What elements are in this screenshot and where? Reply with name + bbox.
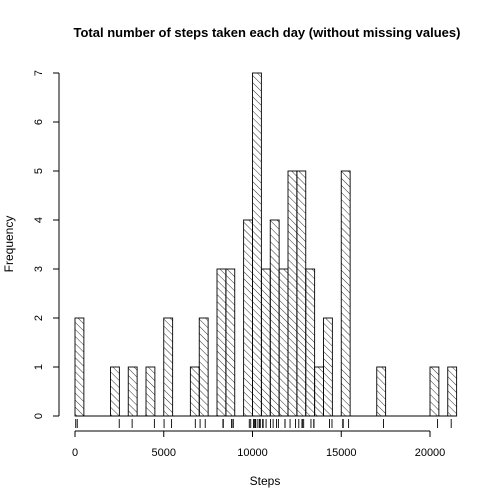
- histogram-bar: [110, 366, 120, 417]
- histogram-bar: [376, 366, 387, 417]
- histogram-bar: [198, 317, 209, 417]
- x-tick-label: 0: [72, 447, 78, 459]
- histogram-bar: [243, 219, 253, 417]
- y-tick-label: 3: [33, 266, 45, 272]
- histogram-bar: [314, 366, 324, 417]
- histogram-bar: [278, 268, 289, 417]
- histogram-bar: [323, 317, 333, 417]
- histogram-bar: [145, 366, 156, 417]
- histogram-bar: [216, 268, 227, 417]
- x-tick-label: 15000: [326, 447, 357, 459]
- x-tick-label: 20000: [415, 447, 446, 459]
- y-tick-label: 6: [33, 119, 45, 125]
- bars-layer: [74, 72, 458, 417]
- x-axis-label: Steps: [250, 474, 281, 488]
- y-tick-label: 5: [33, 168, 45, 174]
- x-tick-label: 10000: [237, 447, 268, 459]
- y-tick-label: 0: [33, 413, 45, 419]
- histogram-bar: [225, 268, 236, 417]
- histogram-bar: [127, 366, 138, 417]
- histogram-bar: [340, 170, 351, 417]
- y-tick-label: 7: [33, 70, 45, 76]
- histogram-bar: [163, 317, 174, 417]
- histogram-bar: [296, 170, 307, 417]
- histogram-bar: [252, 72, 262, 417]
- x-tick-label: 5000: [152, 447, 176, 459]
- histogram-bar: [269, 219, 280, 417]
- histogram-bar: [260, 268, 271, 417]
- y-tick-label: 1: [33, 364, 45, 370]
- y-tick-label: 4: [33, 217, 45, 223]
- x-axis: 0 5000 10000 15000 20000: [72, 430, 446, 459]
- y-axis: 0 1 2 3 4 5 6 7: [33, 70, 60, 419]
- histogram-bar: [447, 366, 458, 417]
- histogram-bar: [287, 170, 298, 417]
- y-tick-label: 2: [33, 315, 45, 321]
- y-axis-label: Frequency: [2, 216, 16, 273]
- histogram-bar: [74, 317, 85, 417]
- histogram-bar: [429, 366, 440, 417]
- histogram-bar: [189, 366, 200, 417]
- rug-layer: [75, 419, 452, 428]
- chart-title: Total number of steps taken each day (wi…: [74, 25, 461, 40]
- histogram-bar: [305, 268, 316, 417]
